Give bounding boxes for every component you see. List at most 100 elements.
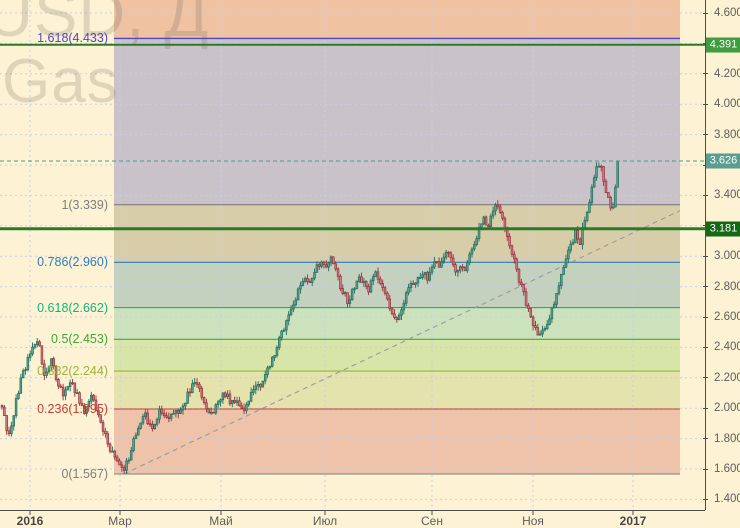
- candle-down: [224, 392, 227, 398]
- candle-up: [292, 304, 295, 310]
- price-axis-tick: [703, 498, 708, 500]
- candle-up: [139, 422, 142, 429]
- candle-down: [522, 284, 525, 293]
- candle-down: [498, 206, 502, 213]
- candle-up: [252, 389, 255, 393]
- candle-up: [10, 425, 13, 435]
- candle-up: [275, 347, 279, 356]
- candle-up: [263, 374, 267, 382]
- candle-down: [5, 415, 8, 432]
- time-axis[interactable]: 2016 Мар Май Июл Сен Ноя 2017: [0, 510, 705, 528]
- candle-up: [256, 383, 260, 387]
- candle-down: [104, 430, 107, 435]
- candle-down: [334, 263, 337, 270]
- price-axis[interactable]: 4.600 4.200 4.000 3.800 3.400 3.000 2.800 2.600…: [703, 0, 740, 510]
- candle-up: [249, 392, 253, 402]
- price-axis-label: 4.200: [714, 67, 740, 80]
- candle-up: [470, 248, 474, 255]
- time-axis-tick: [220, 511, 222, 515]
- candle-up: [320, 261, 323, 267]
- candle-up: [33, 344, 37, 348]
- candle-down: [447, 251, 450, 254]
- candle-up: [555, 293, 558, 305]
- candle-down: [386, 292, 389, 300]
- candle-down: [435, 261, 439, 263]
- price-axis-label: 2.200: [714, 371, 740, 384]
- price-axis-label: 2.800: [714, 280, 740, 293]
- candle-down: [503, 217, 507, 229]
- candle-down: [106, 433, 109, 445]
- candle-up: [85, 406, 88, 414]
- candle-up: [14, 398, 18, 417]
- candlestick-series: [0, 160, 619, 474]
- price-axis-label: 3.000: [714, 250, 740, 263]
- candle-up: [254, 385, 258, 390]
- chart-plot-area[interactable]: USD, Д Gas 1.618(4.433) 1(3.339) 0.786(2.9…: [0, 0, 705, 510]
- time-axis-label: Май: [209, 514, 233, 528]
- candle-down: [484, 216, 488, 226]
- price-axis-tick: [703, 438, 708, 440]
- candle-up: [564, 258, 568, 268]
- candle-up: [28, 353, 32, 358]
- candle-down: [165, 415, 168, 418]
- fib-band: [114, 409, 680, 475]
- candle-down: [233, 399, 236, 403]
- candle-up: [315, 264, 319, 273]
- candle-up: [327, 262, 330, 268]
- candle-down: [92, 394, 95, 401]
- candle-up: [569, 243, 572, 251]
- candle-down: [160, 408, 164, 414]
- candle-down: [379, 278, 382, 284]
- time-axis-tick: [431, 511, 433, 515]
- candle-up: [416, 277, 420, 284]
- time-axis-label: 2017: [619, 514, 647, 528]
- candle-up: [87, 400, 91, 407]
- candle-up: [31, 346, 34, 355]
- candle-up: [357, 276, 361, 282]
- candle-down: [336, 268, 340, 277]
- candle-down: [167, 416, 171, 419]
- price-axis-tick: [703, 42, 708, 44]
- candle-up: [132, 438, 135, 451]
- candle-up: [597, 165, 601, 168]
- candle-down: [240, 405, 243, 409]
- candle-down: [162, 412, 166, 416]
- fib-band: [114, 307, 680, 340]
- candle-up: [374, 271, 377, 278]
- candle-down: [487, 224, 490, 228]
- candle-down: [200, 387, 204, 398]
- time-axis-label: Ноя: [522, 514, 544, 528]
- candle-down: [7, 430, 11, 435]
- candle-up: [560, 273, 563, 286]
- candle-down: [308, 281, 312, 283]
- candle-up: [17, 392, 20, 399]
- candle-up: [407, 287, 410, 294]
- candle-up: [353, 288, 356, 291]
- candle-down: [61, 386, 65, 397]
- candle-up: [303, 278, 307, 282]
- candle-up: [585, 211, 589, 221]
- candle-down: [148, 423, 152, 425]
- candle-up: [355, 280, 359, 290]
- candle-up: [179, 409, 182, 414]
- candle-up: [428, 271, 431, 281]
- candle-up: [181, 405, 185, 411]
- candle-up: [50, 358, 53, 368]
- trend-line[interactable]: [123, 210, 681, 475]
- candle-up: [271, 357, 274, 367]
- price-axis-tick: [703, 164, 708, 166]
- chart-series-layer: [0, 37, 705, 475]
- candle-up: [423, 272, 427, 275]
- candle-up: [444, 251, 448, 258]
- candle-up: [273, 355, 276, 358]
- time-axis-label: Сен: [421, 514, 443, 528]
- candle-down: [82, 405, 86, 414]
- candle-up: [538, 333, 542, 336]
- candle-down: [412, 283, 415, 285]
- candle-down: [195, 382, 199, 385]
- candle-down: [536, 327, 540, 336]
- candle-up: [557, 285, 561, 294]
- candle-up: [402, 302, 406, 311]
- candle-up: [214, 404, 218, 414]
